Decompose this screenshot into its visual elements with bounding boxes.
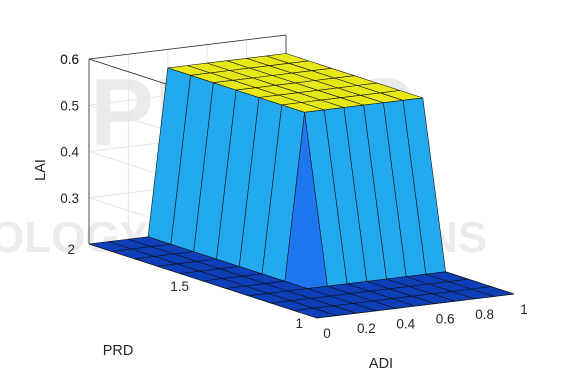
x-tick-label: 1 [520,302,528,317]
y-axis-label: PRD [103,343,134,359]
z-tick-label: 0.6 [60,52,79,67]
surface-mesh [88,53,515,319]
x-tick-label: 0.4 [396,316,415,331]
z-tick-label: 0.4 [60,145,79,160]
y-tick-label: 2 [67,242,75,257]
y-tick-label: 1.5 [170,279,189,294]
axis-labels: LAI PRD ADI [33,159,393,372]
z-tick-label: 0.6 [60,52,79,67]
x-tick-label: 0 [323,326,331,341]
z-tick-label: 0.5 [60,98,79,113]
x-tick-label: 0.6 [436,312,455,327]
axis-box-edge [88,34,287,60]
x-axis-label: ADI [369,356,393,372]
surface-patch [471,286,515,297]
z-axis-label: LAI [33,159,49,181]
x-tick-label: 0.8 [475,307,494,322]
y-tick-label: 1 [295,316,303,331]
axis-ticks: 0 0.2 0.4 0.6 0.8 111.520.30.40.50.60.6 [60,52,528,341]
x-tick-label: 0.2 [357,321,376,336]
z-tick-label: 0.3 [60,191,79,206]
